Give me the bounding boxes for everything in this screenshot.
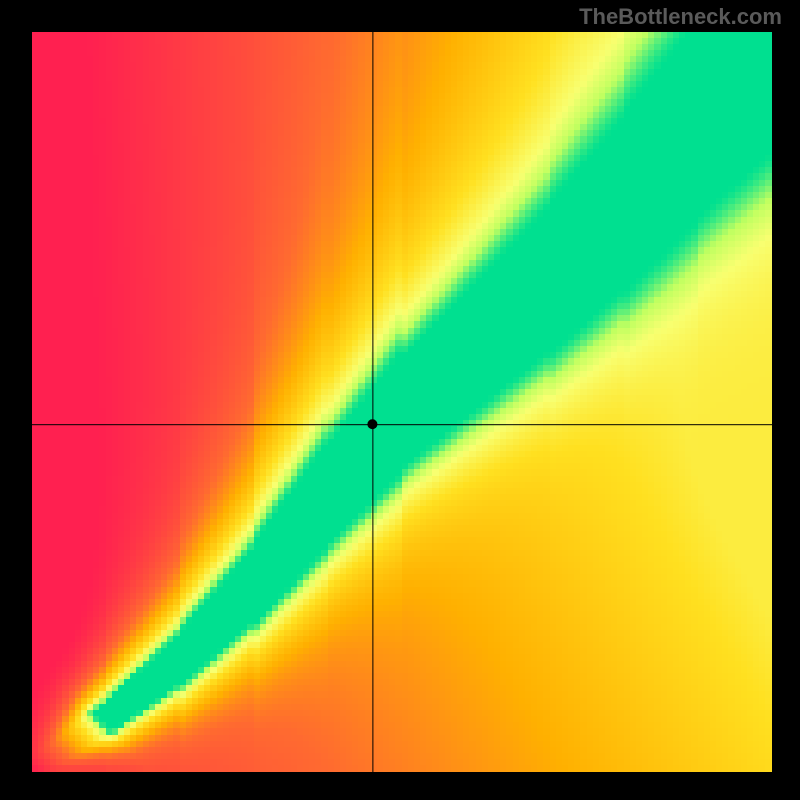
bottleneck-heatmap [32, 32, 772, 772]
figure-frame: TheBottleneck.com [0, 0, 800, 800]
watermark-text: TheBottleneck.com [579, 4, 782, 30]
